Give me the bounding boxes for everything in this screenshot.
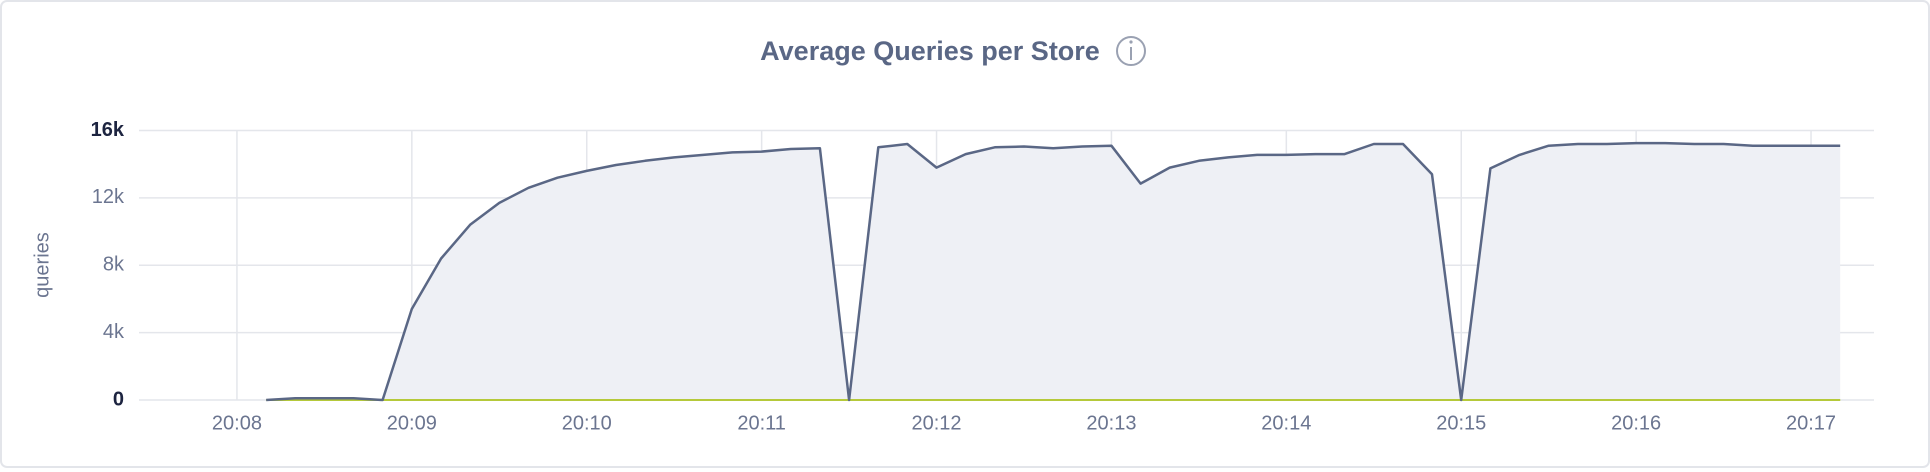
x-tick-label: 20:14 — [1261, 412, 1311, 434]
x-tick-label: 20:15 — [1436, 412, 1486, 434]
y-axis-label: queries — [31, 232, 53, 298]
x-tick-label: 20:11 — [737, 412, 786, 434]
y-tick-label: 0 — [113, 388, 124, 410]
y-tick-label: 12k — [92, 186, 125, 208]
x-tick-label: 20:09 — [387, 412, 437, 434]
x-tick-label: 20:08 — [212, 412, 262, 434]
x-tick-label: 20:17 — [1786, 412, 1836, 434]
y-tick-label: 16k — [91, 119, 125, 141]
x-tick-label: 20:13 — [1086, 412, 1136, 434]
x-tick-label: 20:12 — [912, 412, 962, 434]
x-tick-label: 20:10 — [562, 412, 612, 434]
y-tick-label: 4k — [103, 321, 125, 343]
chart-title: Average Queries per Store — [760, 36, 1100, 66]
x-tick-label: 20:16 — [1611, 412, 1661, 434]
y-tick-label: 8k — [103, 254, 125, 276]
line — [266, 141, 1841, 402]
info-icon[interactable] — [1116, 36, 1146, 66]
area — [266, 143, 1841, 400]
